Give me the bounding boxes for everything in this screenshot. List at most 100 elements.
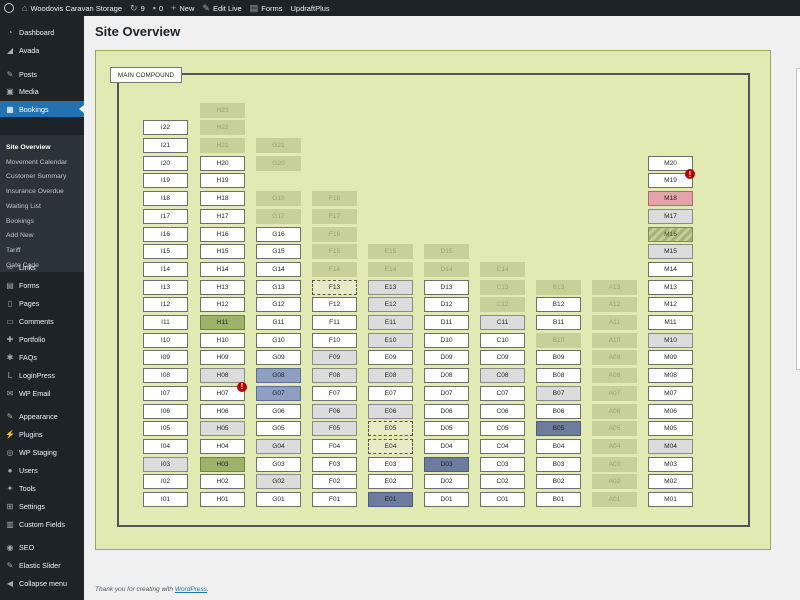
sidebar-item-appearance[interactable]: ✎ Appearance [0,408,84,424]
plot-b02[interactable]: B02 [536,474,581,490]
plot-i05[interactable]: I05 [143,421,188,437]
plot-g15[interactable]: G15 [256,244,301,260]
plot-g08[interactable]: G08 [256,368,301,384]
site-name-link[interactable]: ⌂ Woodovis Caravan Storage [22,3,123,13]
submenu-add-new[interactable]: Add New [6,232,34,240]
plot-c04[interactable]: C04 [480,438,525,454]
plot-e06[interactable]: E06 [368,403,413,419]
sidebar-item-portfolio[interactable]: ✚ Portfolio [0,331,84,347]
sidebar-item-tools[interactable]: ✦ Tools [0,480,84,496]
sidebar-item-wp-email[interactable]: ✉ WP Email [0,385,84,401]
sidebar-item-users[interactable]: ● Users [0,462,84,478]
plot-f02[interactable]: F02 [312,474,357,490]
plot-e03[interactable]: E03 [368,456,413,472]
plot-i07[interactable]: I07 [143,385,188,401]
plot-a13[interactable]: A13 [592,279,637,295]
plot-e04[interactable]: E04 [368,438,413,454]
plot-d08[interactable]: D08 [424,368,469,384]
plot-a10[interactable]: A10 [592,332,637,348]
plot-g13[interactable]: G13 [256,279,301,295]
plot-f04[interactable]: F04 [312,438,357,454]
plot-a07[interactable]: A07 [592,385,637,401]
submenu-waiting-list[interactable]: Waiting List [6,202,41,210]
plot-h19[interactable]: H19 [200,173,245,189]
sidebar-item-collapse-menu[interactable]: ◀ Collapse menu [0,575,84,591]
plot-d05[interactable]: D05 [424,421,469,437]
submenu-gate-code[interactable]: Gate Code [6,261,39,269]
sidebar-item-custom-fields[interactable]: ▥ Custom Fields [0,516,84,532]
plot-c10[interactable]: C10 [480,332,525,348]
plot-g05[interactable]: G05 [256,421,301,437]
plot-b07[interactable]: B07 [536,385,581,401]
plot-d12[interactable]: D12 [424,297,469,313]
edit-live-link[interactable]: ✎ Edit Live [202,2,242,13]
plot-m16[interactable]: M16 [648,226,693,242]
plot-a02[interactable]: A02 [592,474,637,490]
plot-i20[interactable]: I20 [143,155,188,171]
plot-f13[interactable]: F13 [312,279,357,295]
plot-i11[interactable]: I11 [143,315,188,330]
plot-c03[interactable]: C03 [480,456,525,472]
plot-g20[interactable]: G20 [256,155,301,171]
plot-e15[interactable]: E15 [368,244,413,260]
plot-f18[interactable]: F18 [312,191,357,207]
sidebar-item-elastic-slider[interactable]: ✎ Elastic Slider [0,557,84,573]
plot-m19[interactable]: M19 [648,173,693,189]
plot-h18[interactable]: H18 [200,191,245,207]
sidebar-item-bookings[interactable]: ▦ Bookings [0,101,84,117]
plot-h04[interactable]: H04 [200,438,245,454]
plot-g06[interactable]: G06 [256,403,301,419]
plot-m07[interactable]: M07 [648,385,693,401]
plot-f09[interactable]: F09 [312,350,357,366]
plot-d10[interactable]: D10 [424,332,469,348]
plot-e01[interactable]: E01 [368,492,413,507]
plot-d02[interactable]: D02 [424,474,469,490]
plot-m01[interactable]: M01 [648,492,693,507]
plot-b11[interactable]: B11 [536,315,581,330]
plot-d09[interactable]: D09 [424,350,469,366]
plot-i22[interactable]: I22 [143,120,188,136]
plot-i16[interactable]: I16 [143,226,188,242]
plot-a11[interactable]: A11 [592,315,637,330]
plot-c08[interactable]: C08 [480,368,525,384]
submenu-customer-summary[interactable]: Customer Summary [6,173,67,181]
sidebar-item-links[interactable]: ∞ Links [0,259,84,275]
plot-a01[interactable]: A01 [592,492,637,507]
plot-a12[interactable]: A12 [592,297,637,313]
plot-h22[interactable]: H22 [200,120,245,136]
plot-h14[interactable]: H14 [200,261,245,277]
sidebar-item-loginpress[interactable]: L LoginPress [0,367,84,383]
sidebar-item-seo[interactable]: ◉ SEO [0,539,84,555]
plot-m09[interactable]: M09 [648,350,693,366]
plot-f14[interactable]: F14 [312,261,357,277]
sidebar-item-settings[interactable]: ⊞ Settings [0,498,84,514]
plot-c06[interactable]: C06 [480,403,525,419]
plot-d11[interactable]: D11 [424,315,469,330]
plot-c09[interactable]: C09 [480,350,525,366]
plot-i13[interactable]: I13 [143,279,188,295]
plot-m10[interactable]: M10 [648,332,693,348]
plot-d07[interactable]: D07 [424,385,469,401]
submenu-insurance-overdue[interactable]: Insurance Overdue [6,188,64,196]
sidebar-item-plugins[interactable]: ⚡ Plugins [0,426,84,442]
sidebar-item-pages[interactable]: ▯ Pages [0,295,84,311]
sidebar-item-comments[interactable]: ▭ Comments [0,313,84,329]
plot-a03[interactable]: A03 [592,456,637,472]
plot-g09[interactable]: G09 [256,350,301,366]
plot-b09[interactable]: B09 [536,350,581,366]
plot-m08[interactable]: M08 [648,368,693,384]
plot-i03[interactable]: I03 [143,456,188,472]
plot-f10[interactable]: F10 [312,332,357,348]
plot-h21[interactable]: H21 [200,138,245,153]
plot-f07[interactable]: F07 [312,385,357,401]
plot-m06[interactable]: M06 [648,403,693,419]
plot-c01[interactable]: C01 [480,492,525,507]
plot-f08[interactable]: F08 [312,368,357,384]
plot-c13[interactable]: C13 [480,279,525,295]
plot-a08[interactable]: A08 [592,368,637,384]
plot-d03[interactable]: D03 [424,456,469,472]
plot-b04[interactable]: B04 [536,438,581,454]
plot-h11[interactable]: H11 [200,315,245,330]
plot-c05[interactable]: C05 [480,421,525,437]
plot-g17[interactable]: G17 [256,208,301,224]
